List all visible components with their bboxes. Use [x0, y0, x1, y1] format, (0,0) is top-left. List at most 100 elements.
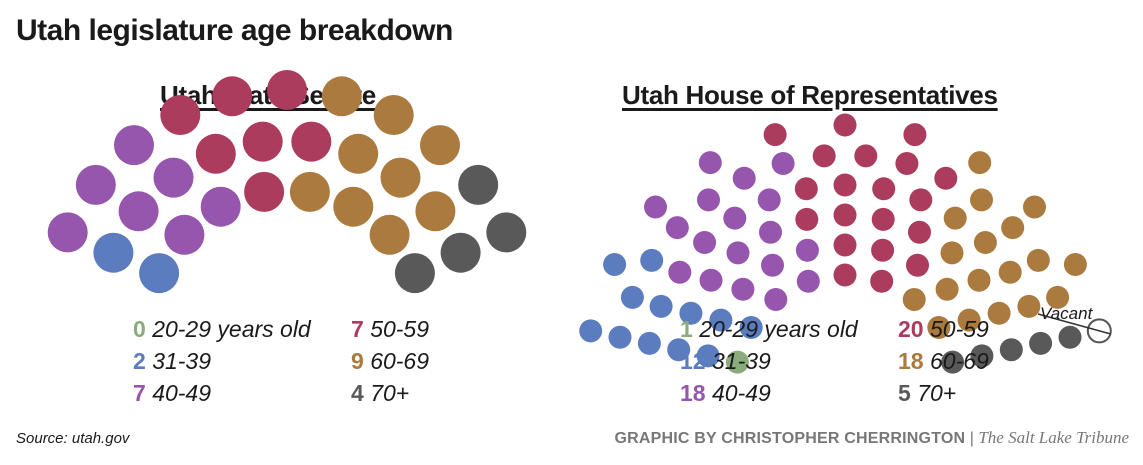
seat-60-69 — [1017, 294, 1041, 318]
legend-item: 5 70+ — [898, 380, 956, 407]
seat-40-49 — [764, 288, 788, 311]
seat-40-49 — [795, 238, 819, 262]
seat-50-59 — [212, 76, 253, 117]
legend-item: 1 20-29 years old — [680, 316, 858, 343]
seat-31-39 — [637, 331, 661, 355]
seat-60-69 — [338, 133, 379, 174]
credit-separator: | — [969, 430, 974, 447]
seat-50-59 — [871, 238, 895, 262]
seat-70+ — [1029, 331, 1053, 355]
seat-40-49 — [114, 125, 154, 166]
seat-50-59 — [794, 177, 818, 201]
seat-70+ — [394, 253, 435, 294]
seat-50-59 — [872, 177, 896, 201]
legend-label: 31-39 — [711, 348, 771, 374]
seat-31-39 — [679, 301, 703, 325]
seat-60-69 — [973, 231, 997, 254]
seat-31-39 — [667, 338, 691, 362]
seat-40-49 — [698, 151, 722, 175]
seat-60-69 — [1026, 248, 1050, 272]
seat-31-39 — [696, 344, 720, 368]
seat-31-39 — [640, 248, 664, 272]
legend-item: 7 50-59 — [351, 316, 429, 343]
seat-50-59 — [833, 203, 857, 227]
legend-count: 2 — [133, 348, 146, 374]
seat-50-59 — [267, 70, 307, 110]
seat-60-69 — [987, 301, 1011, 325]
seat-70+ — [440, 232, 481, 273]
legend-label: 50-59 — [370, 316, 430, 342]
seat-60-69 — [967, 268, 991, 292]
legend-count: 18 — [680, 380, 706, 406]
seat-50-59 — [291, 121, 332, 162]
seat-31-39 — [603, 253, 627, 276]
seat-60-69 — [968, 151, 992, 175]
legend-item: 0 20-29 years old — [133, 316, 311, 343]
seat-40-49 — [699, 268, 723, 292]
legend-label: 20-29 years old — [699, 316, 858, 342]
legend-item: 20 50-59 — [898, 316, 989, 343]
house-chart-title: Utah House of Representatives — [622, 80, 998, 110]
seat-60-69 — [957, 308, 981, 332]
seat-70+ — [970, 344, 994, 368]
seat-40-49 — [757, 188, 781, 212]
seat-40-49 — [118, 191, 159, 232]
seat-31-39 — [93, 232, 134, 273]
seat-60-69 — [289, 171, 330, 212]
seat-70+ — [1058, 325, 1082, 349]
legend-label: 70+ — [370, 380, 410, 406]
legend-item: 2 31-39 — [133, 348, 211, 375]
seat-50-59 — [833, 233, 857, 257]
byline: GRAPHIC BY CHRISTOPHER CHERRINGTON — [614, 430, 966, 447]
legend-count: 9 — [351, 348, 364, 374]
seat-50-59 — [833, 263, 857, 287]
legend-label: 60-69 — [370, 348, 430, 374]
seat-50-59 — [833, 113, 857, 137]
legend-item: 18 40-49 — [680, 380, 771, 407]
legend-item: 9 60-69 — [351, 348, 429, 375]
seat-40-49 — [759, 220, 782, 244]
seat-50-59 — [812, 144, 836, 168]
seat-70+ — [941, 350, 965, 374]
seat-40-49 — [200, 186, 241, 227]
seat-50-59 — [895, 152, 919, 175]
seat-50-59 — [934, 166, 958, 190]
vacant-label: Vacant — [1040, 304, 1093, 323]
vacant-leader-line — [1037, 313, 1111, 335]
seat-40-49 — [723, 206, 747, 230]
seat-31-39 — [620, 285, 644, 309]
seat-70+ — [458, 164, 499, 205]
seat-60-69 — [369, 214, 410, 255]
source-note: Source: utah.gov — [16, 430, 130, 447]
legend-count: 1 — [680, 316, 693, 342]
legend-label: 40-49 — [711, 380, 771, 406]
seat-60-69 — [1063, 253, 1087, 276]
seat-50-59 — [903, 123, 927, 147]
seat-40-49 — [731, 277, 755, 301]
seat-60-69 — [970, 188, 993, 212]
seat-60-69 — [380, 157, 421, 198]
seat-60-69 — [1046, 285, 1070, 309]
legend-label: 40-49 — [152, 380, 212, 406]
legend-count: 12 — [680, 348, 706, 374]
seat-40-49 — [796, 269, 820, 293]
credit-line: GRAPHIC BY CHRISTOPHER CHERRINGTON | The… — [614, 428, 1129, 448]
legend-label: 50-59 — [929, 316, 989, 342]
seat-60-69 — [935, 277, 959, 301]
seat-50-59 — [242, 121, 283, 162]
seat-60-69 — [998, 260, 1022, 284]
seat-50-59 — [244, 171, 285, 212]
seat-40-49 — [693, 231, 717, 254]
publication-name: The Salt Lake Tribune — [978, 428, 1129, 447]
legend-item: 18 60-69 — [898, 348, 989, 375]
legend-count: 4 — [351, 380, 364, 406]
legend-count: 7 — [351, 316, 364, 342]
legend-count: 0 — [133, 316, 146, 342]
seat-70+ — [999, 338, 1023, 362]
seat-40-49 — [668, 260, 692, 284]
seat-31-39 — [739, 316, 763, 339]
legend-label: 31-39 — [152, 348, 212, 374]
seat-40-49 — [732, 166, 756, 190]
seat-50-59 — [871, 207, 895, 231]
